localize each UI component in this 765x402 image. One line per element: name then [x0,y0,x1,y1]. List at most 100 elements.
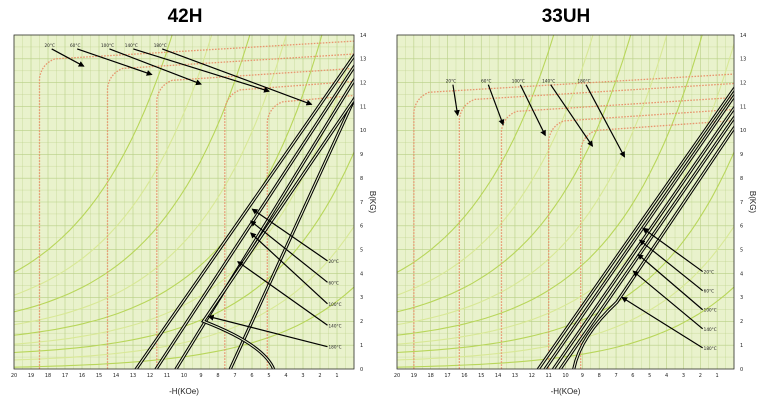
y-tick-label: 1 [740,343,743,349]
j-arrow-5 [585,84,626,158]
x-tick-label: 10 [562,373,568,379]
x-tick-label: 15 [478,373,484,379]
demag-curves [536,86,734,369]
j-temp-label-4: 140°C [542,79,555,84]
y-axis-label: B(KG) [368,191,377,214]
j-annotations: 20°C 60°C 100°C 140°C 180°C [45,43,313,106]
b-curve-inner-5 [573,127,734,369]
j-arrow-1 [452,84,460,117]
b-arrow-2 [249,220,328,283]
y-tick-label: 7 [740,200,743,206]
x-tick-label: 11 [545,373,551,379]
intrinsic-curves [413,73,734,369]
x-tick-label: 6 [250,373,253,379]
b-curve-inner-3 [175,79,354,369]
x-tick-label: 8 [216,373,219,379]
b-temp-label-3: 100°C [329,302,342,307]
j-temp-label-2: 60°C [70,43,80,48]
j-arrow-2 [77,48,153,76]
y-tick-label: 12 [360,81,366,87]
y-tick-label: 11 [360,104,366,110]
y-tick-label: 0 [360,367,363,373]
x-tick-label: 9 [581,373,584,379]
b-arrow-4 [632,270,704,330]
y-tick-label: 14 [360,33,366,39]
permeance-curve [14,286,354,368]
y-tick-label: 7 [360,200,363,206]
x-tick-label: 16 [79,373,85,379]
j-curve-3 [500,96,734,369]
plot-frame [13,34,355,370]
permeance-curve [14,35,213,296]
y-tick-label: 12 [740,81,746,87]
b-curve-inner-1 [135,54,354,369]
x-tick-label: 3 [301,373,304,379]
j-curve-4 [548,108,734,369]
j-temp-label-1: 20°C [45,43,55,48]
b-arrow-5 [207,314,328,348]
y-tick-label: 9 [740,152,743,158]
y-tick-label: 4 [740,271,743,277]
y-tick-label: 10 [740,128,746,134]
j-arrow-2 [487,84,505,126]
x-tick-label: 15 [96,373,102,379]
permeance-curve [14,225,354,361]
y-axis-label: B(KG) [748,191,757,214]
y-tick-label: 6 [360,224,363,230]
minor-grid [396,34,735,370]
b-arrow-5 [621,296,703,349]
x-tick-label: 13 [512,373,518,379]
b-arrow-2 [638,239,704,292]
j-temp-label-2: 60°C [481,79,491,84]
j-curve-5 [580,119,734,369]
b-temp-label-4: 140°C [704,327,717,332]
x-tick-labels: 20 19 18 17 16 15 14 13 12 11 10 9 8 7 6 5 4 3 2 1 [11,373,339,379]
b-temp-label-5: 180°C [329,345,342,350]
y-tick-label: 8 [740,176,743,182]
j-arrow-5 [161,48,313,106]
b-curve-inner-2 [544,95,734,369]
b-arrow-1 [642,227,704,273]
j-arrow-4 [133,48,270,93]
y-tick-label: 6 [740,224,743,230]
j-curve-4 [224,80,354,369]
j-curve-3 [156,67,354,369]
y-tick-label: 5 [360,248,363,254]
j-temp-label-3: 100°C [512,79,525,84]
x-tick-label: 5 [648,373,651,379]
b-temp-label-3: 100°C [704,308,717,313]
b-curve-inner-4 [559,116,734,369]
b-arrow-4 [236,261,328,326]
y-tick-label: 2 [740,319,743,325]
x-tick-label: 18 [45,373,51,379]
b-annotations: 20°C 60°C 100°C 140°C 180°C [207,208,342,350]
x-tick-label: 13 [130,373,136,379]
x-tick-label: 19 [28,373,34,379]
load-lines [397,35,734,368]
b-temp-label-2: 60°C [329,280,339,285]
x-tick-labels: 20 19 18 17 16 15 14 13 12 11 10 9 8 7 6 5 4 3 2 1 [394,373,719,379]
b-temp-label-4: 140°C [329,323,342,328]
intrinsic-curves [38,40,354,369]
permeance-curve [14,35,251,313]
x-tick-label: 7 [614,373,617,379]
permeance-curve [397,35,703,336]
x-tick-label: 17 [444,373,450,379]
x-tick-label: 12 [147,373,153,379]
j-temp-label-5: 180°C [154,43,167,48]
j-arrow-3 [109,48,202,86]
b-annotations: 20°C 60°C 100°C 140°C 180°C [621,227,717,351]
y-tick-label: 3 [360,295,363,301]
x-tick-label: 2 [318,373,321,379]
plot-content [14,35,354,369]
chart-title: 33UH [542,6,591,27]
y-tick-label: 13 [360,57,366,63]
j-curve-1 [413,73,734,369]
b-temp-label-1: 20°C [704,270,714,275]
j-curve-2 [458,82,734,369]
j-temp-label-4: 140°C [125,43,138,48]
